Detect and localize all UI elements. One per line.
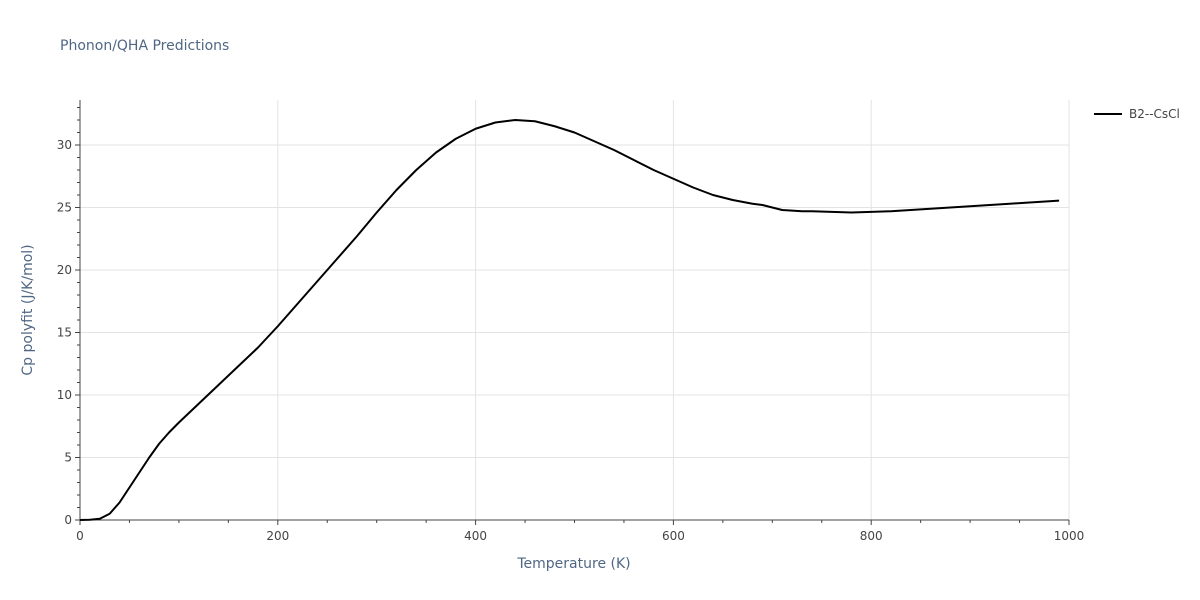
- y-axis-title: Cp polyfit (J/K/mol): [20, 244, 36, 375]
- y-tick-label: 20: [57, 263, 72, 277]
- y-tick-label: 5: [64, 451, 72, 465]
- x-tick-label: 1000: [1054, 529, 1085, 543]
- x-tick-label: 0: [76, 529, 84, 543]
- series-line-B2--CsCl: [79, 119, 1060, 521]
- x-tick-label: 200: [266, 529, 289, 543]
- x-tick-label: 800: [860, 529, 883, 543]
- gridlines: [80, 100, 1070, 520]
- x-tick-label: 400: [464, 529, 487, 543]
- legend[interactable]: B2--CsCl: [1094, 107, 1180, 121]
- y-tick-label: 25: [57, 201, 72, 215]
- y-tick-label: 15: [57, 326, 72, 340]
- y-tick-label: 30: [57, 138, 72, 152]
- chart-title: Phonon/QHA Predictions: [60, 38, 229, 54]
- x-axis-title: Temperature (K): [516, 556, 630, 572]
- y-tick-label: 10: [57, 388, 72, 402]
- axes: 0 200 400 600 800 1000 0 5 10 15 20 25 30: [57, 100, 1085, 543]
- y-tick-label: 0: [64, 513, 72, 527]
- legend-label: B2--CsCl: [1129, 107, 1180, 121]
- series-layer: [79, 119, 1060, 521]
- x-tick-label: 600: [662, 529, 685, 543]
